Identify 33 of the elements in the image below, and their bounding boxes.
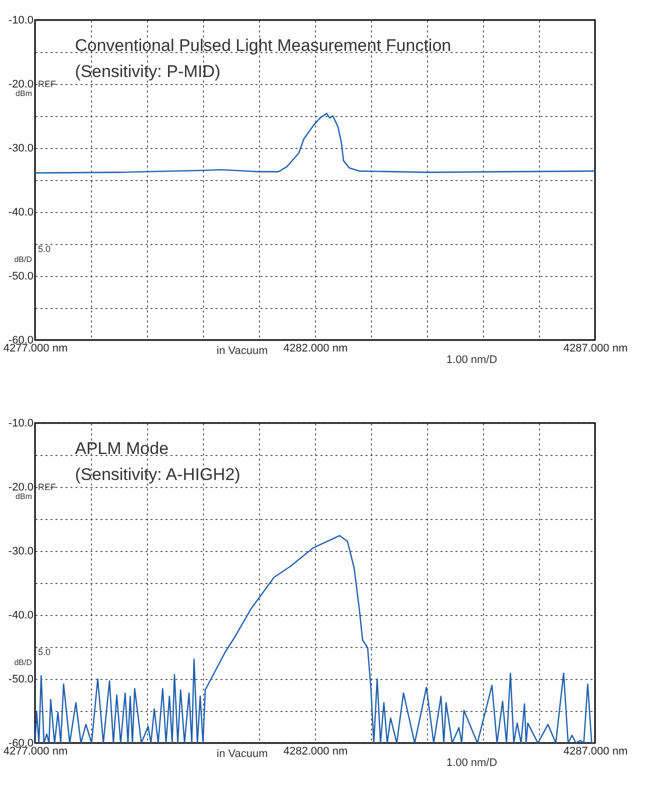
x-tick-label: 4287.000 nm (563, 746, 628, 758)
text: APLM Mode (75, 439, 169, 458)
y-tick-label: -40.0 (8, 206, 34, 218)
text: 1.00 nm/D (446, 757, 498, 769)
text: 1.00 nm/D (446, 354, 498, 366)
y-tick-label: -40.0 (8, 610, 34, 622)
text: dB/D (14, 255, 32, 264)
y-tick-label: -30.0 (8, 546, 34, 558)
annotation: REF (38, 79, 56, 89)
x-tick-label: 4277.000 nm (3, 746, 68, 758)
annotation: REF (38, 482, 56, 492)
text: (Sensitivity: A-HIGH2) (75, 465, 240, 484)
y-tick-label: -20.0 (8, 482, 34, 494)
y-tick-label: -10.0 (8, 14, 34, 26)
y-tick-label: -20.0 (8, 78, 34, 90)
text: Conventional Pulsed Light Measurement Function (75, 36, 452, 55)
x-tick-label: 4287.000 nm (563, 342, 628, 354)
text: dBm (16, 89, 32, 98)
y-tick-label: -50.0 (8, 270, 34, 282)
x-tick-label: 4282.000 nm (283, 746, 348, 758)
text: dBm (16, 492, 32, 502)
annotation: 5.0 (38, 244, 51, 254)
y-tick-label: -10.0 (8, 418, 34, 430)
line-series (35, 112, 595, 174)
text: in Vacuum (216, 345, 268, 357)
text: dB/D (14, 658, 32, 667)
y-tick-label: -30.0 (8, 142, 34, 154)
x-tick-label: 4282.000 nm (283, 342, 348, 354)
y-tick-label: -50.0 (8, 674, 34, 686)
text: in Vacuum (216, 748, 268, 760)
text: (Sensitivity: P-MID) (75, 62, 220, 81)
annotation: 5.0 (38, 646, 51, 657)
x-tick-label: 4277.000 nm (3, 342, 68, 354)
